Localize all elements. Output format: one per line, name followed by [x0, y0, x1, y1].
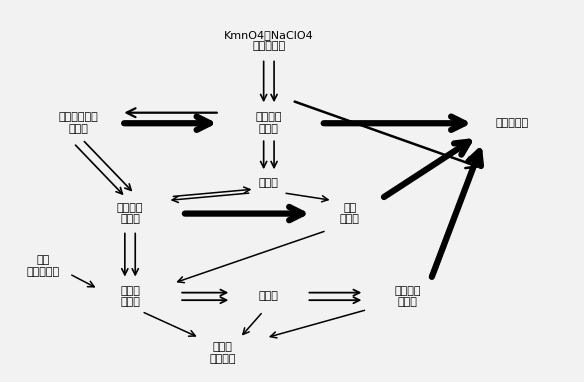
Text: 水力
旋流器: 水力 旋流器 [340, 203, 360, 224]
Text: 固体堆放场: 固体堆放场 [495, 118, 529, 128]
Text: 湿式（溢流）
球磨机: 湿式（溢流） 球磨机 [58, 112, 98, 134]
Text: 溢流螺旋
分级机: 溢流螺旋 分级机 [256, 112, 282, 134]
Text: 饱和
硝酸铝溶液: 饱和 硝酸铝溶液 [27, 256, 60, 277]
Text: 打浆池: 打浆池 [259, 178, 279, 188]
Text: 反应与
沉降池: 反应与 沉降池 [120, 286, 140, 307]
Text: 离心机: 离心机 [259, 291, 279, 301]
Text: 圆锥水力
分级机: 圆锥水力 分级机 [117, 203, 143, 224]
Text: 涡旋流体
净化器: 涡旋流体 净化器 [394, 286, 421, 307]
Text: KmnO4或NaClO4
溶液加注池: KmnO4或NaClO4 溶液加注池 [224, 30, 314, 51]
Text: 铬酸铝
收集烘干: 铬酸铝 收集烘干 [209, 342, 236, 364]
